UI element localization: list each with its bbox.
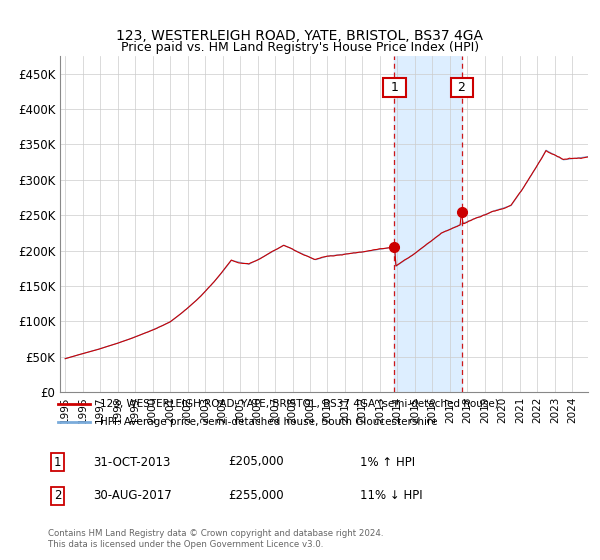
Text: 1: 1 — [54, 455, 62, 469]
Bar — [394, 56, 461, 392]
Text: 30-AUG-2017: 30-AUG-2017 — [93, 489, 172, 502]
Text: 2: 2 — [454, 81, 470, 94]
Text: 1: 1 — [386, 81, 403, 94]
Text: 1% ↑ HPI: 1% ↑ HPI — [360, 455, 415, 469]
Text: HPI: Average price, semi-detached house, South Gloucestershire: HPI: Average price, semi-detached house,… — [100, 417, 438, 427]
Text: £255,000: £255,000 — [228, 489, 284, 502]
Text: Price paid vs. HM Land Registry's House Price Index (HPI): Price paid vs. HM Land Registry's House … — [121, 41, 479, 54]
Text: 2: 2 — [54, 489, 62, 502]
Text: £205,000: £205,000 — [228, 455, 284, 469]
Text: 123, WESTERLEIGH ROAD, YATE, BRISTOL, BS37 4GA: 123, WESTERLEIGH ROAD, YATE, BRISTOL, BS… — [116, 29, 484, 44]
Text: 123, WESTERLEIGH ROAD, YATE, BRISTOL, BS37 4GA (semi-detached house): 123, WESTERLEIGH ROAD, YATE, BRISTOL, BS… — [100, 399, 499, 409]
Text: 11% ↓ HPI: 11% ↓ HPI — [360, 489, 422, 502]
Text: 31-OCT-2013: 31-OCT-2013 — [93, 455, 170, 469]
Text: Contains HM Land Registry data © Crown copyright and database right 2024.
This d: Contains HM Land Registry data © Crown c… — [48, 529, 383, 549]
